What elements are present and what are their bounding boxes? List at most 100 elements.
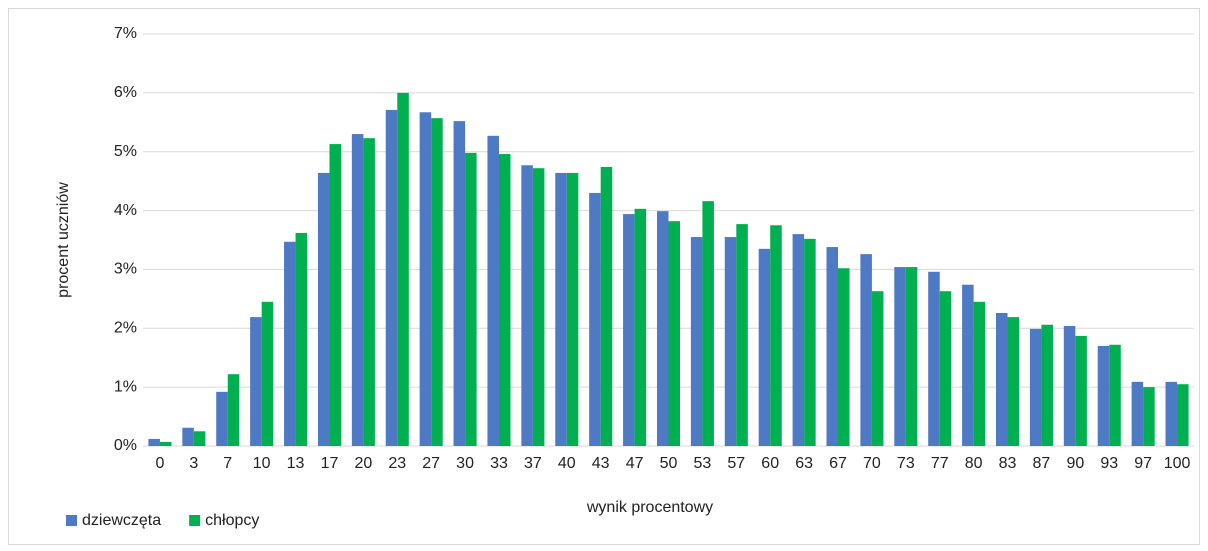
- bar: [148, 438, 160, 446]
- bar: [1131, 381, 1144, 446]
- bar: [894, 267, 906, 446]
- bar: [351, 134, 364, 447]
- x-tick-label: 7: [223, 455, 232, 472]
- x-tick-label: 0: [155, 455, 164, 472]
- x-tick-label: 90: [1066, 455, 1084, 472]
- x-tick-label: 23: [388, 455, 406, 472]
- bar: [1097, 345, 1110, 446]
- y-axis-title: procent uczniów: [55, 182, 72, 298]
- x-tick-label: 37: [524, 455, 542, 472]
- bar: [329, 144, 341, 446]
- x-tick-label: 43: [592, 455, 610, 472]
- bar: [465, 152, 477, 447]
- bar: [623, 214, 635, 446]
- bar: [284, 241, 296, 446]
- y-tick-label: 4%: [114, 202, 137, 219]
- bar: [159, 441, 172, 446]
- bar: [668, 221, 681, 446]
- bar: [871, 291, 884, 446]
- bar: [690, 237, 703, 446]
- bar: [1143, 387, 1155, 446]
- bar: [261, 301, 274, 446]
- legend-label: chłopcy: [205, 512, 259, 529]
- y-tick-label: 6%: [114, 84, 137, 101]
- bar: [996, 312, 1008, 446]
- x-axis-title: wynik procentowy: [586, 499, 713, 516]
- x-tick-label: 67: [829, 455, 847, 472]
- bar: [736, 224, 748, 446]
- bar: [250, 317, 262, 446]
- bar: [453, 121, 466, 446]
- bar: [566, 172, 579, 446]
- bar: [397, 92, 409, 446]
- legend-label: dziewczęta: [82, 512, 161, 529]
- x-tick-label: 80: [965, 455, 983, 472]
- bar: [702, 201, 714, 446]
- bar: [385, 109, 398, 446]
- bar: [939, 291, 952, 446]
- x-tick-label: 87: [1033, 455, 1051, 472]
- bar: [1165, 381, 1178, 446]
- x-tick-label: 100: [1164, 455, 1191, 472]
- x-tick-label: 50: [660, 455, 678, 472]
- x-tick-label: 60: [761, 455, 779, 472]
- bar: [962, 284, 974, 446]
- x-tick-label: 53: [694, 455, 712, 472]
- bar: [227, 374, 240, 446]
- bar: [419, 112, 432, 446]
- bar: [826, 247, 839, 446]
- bar: [804, 238, 816, 446]
- bar: [193, 431, 206, 446]
- x-tick-label: 40: [558, 455, 576, 472]
- bar: [1177, 384, 1189, 446]
- x-tick-label: 73: [897, 455, 915, 472]
- x-tick-label: 63: [795, 455, 813, 472]
- x-tick-label: 3: [189, 455, 198, 472]
- x-tick-label: 57: [727, 455, 745, 472]
- y-tick-label: 0%: [114, 437, 137, 454]
- bar: [363, 138, 375, 447]
- bar: [905, 267, 918, 446]
- y-tick-label: 5%: [114, 143, 137, 160]
- x-tick-label: 77: [931, 455, 949, 472]
- x-tick-label: 13: [287, 455, 305, 472]
- x-tick-label: 47: [626, 455, 644, 472]
- bar: [431, 118, 443, 446]
- bar: [487, 135, 499, 446]
- x-tick-label: 27: [422, 455, 440, 472]
- bar: [1029, 328, 1042, 446]
- x-tick-label: 83: [999, 455, 1017, 472]
- x-tick-label: 20: [354, 455, 372, 472]
- bar: [295, 232, 308, 446]
- bar: [973, 301, 986, 446]
- bar: [216, 391, 228, 446]
- bar: [1041, 324, 1053, 446]
- bar: [532, 168, 545, 447]
- x-tick-label: 97: [1134, 455, 1152, 472]
- bar: [182, 427, 194, 446]
- legend-swatch: [66, 515, 77, 526]
- x-tick-label: 17: [321, 455, 339, 472]
- y-tick-label: 3%: [114, 261, 137, 278]
- y-tick-label: 7%: [114, 25, 137, 42]
- y-tick-label: 2%: [114, 320, 137, 337]
- bar: [1063, 325, 1076, 446]
- bar: [589, 192, 601, 446]
- bar: [770, 225, 782, 446]
- bar: [758, 248, 771, 446]
- y-tick-label: 1%: [114, 378, 137, 395]
- bar: [724, 237, 737, 446]
- x-tick-label: 30: [456, 455, 474, 472]
- x-tick-label: 33: [490, 455, 508, 472]
- bar: [1109, 344, 1121, 446]
- bar: [1075, 335, 1087, 446]
- bar: [1007, 317, 1020, 446]
- bar: [600, 167, 613, 446]
- x-tick-label: 70: [863, 455, 881, 472]
- x-tick-label: 10: [253, 455, 271, 472]
- bar: [656, 211, 669, 446]
- bar: [555, 172, 567, 446]
- x-tick-label: 93: [1100, 455, 1118, 472]
- bar: [860, 254, 872, 446]
